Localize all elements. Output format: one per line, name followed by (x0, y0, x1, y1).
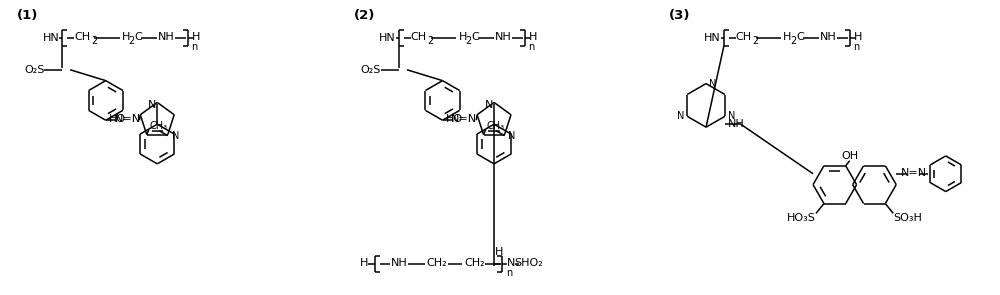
Text: SO₃H: SO₃H (893, 213, 922, 223)
Text: (3): (3) (668, 9, 690, 22)
Text: 2: 2 (753, 36, 759, 46)
Text: n: n (528, 42, 534, 52)
Text: N: N (709, 78, 716, 88)
Text: HO: HO (109, 114, 126, 124)
Text: H: H (783, 32, 792, 42)
Text: H: H (192, 32, 200, 42)
Text: CH: CH (411, 32, 427, 42)
Text: n: n (506, 268, 512, 278)
Text: 2: 2 (91, 36, 97, 46)
Text: NH: NH (158, 32, 175, 42)
Text: HO: HO (446, 114, 463, 124)
Text: H: H (495, 247, 503, 257)
Text: H: H (529, 32, 537, 42)
Text: H: H (122, 32, 130, 42)
Text: NH: NH (820, 32, 836, 42)
Text: N: N (172, 131, 179, 141)
Text: HN: HN (379, 33, 396, 43)
Text: N: N (485, 100, 493, 110)
Text: N: N (508, 131, 516, 141)
Text: HO₃S: HO₃S (787, 213, 816, 223)
Text: n: n (191, 42, 197, 52)
Text: N: N (507, 258, 515, 268)
Text: CH: CH (736, 32, 752, 42)
Text: NH: NH (391, 258, 407, 268)
Text: HN: HN (42, 33, 59, 43)
Text: O₂S: O₂S (361, 65, 381, 75)
Text: C: C (471, 32, 479, 42)
Text: NH: NH (728, 119, 745, 129)
Text: CH: CH (74, 32, 90, 42)
Text: H: H (360, 258, 368, 268)
Text: (2): (2) (353, 9, 375, 22)
Text: H: H (458, 32, 467, 42)
Text: n: n (853, 42, 859, 52)
Text: N=N: N=N (114, 114, 141, 124)
Text: SHO₂: SHO₂ (514, 258, 543, 268)
Text: CH₃: CH₃ (487, 121, 505, 131)
Text: C: C (134, 32, 142, 42)
Text: N: N (677, 111, 684, 121)
Text: (1): (1) (17, 9, 38, 22)
Text: OH: OH (841, 151, 858, 161)
Text: H: H (853, 32, 862, 42)
Text: HN: HN (704, 33, 721, 43)
Text: N: N (728, 111, 735, 121)
Text: 2: 2 (465, 36, 472, 46)
Text: O₂S: O₂S (24, 65, 44, 75)
Text: CH₂: CH₂ (464, 258, 485, 268)
Text: CH₂: CH₂ (426, 258, 447, 268)
Text: C: C (796, 32, 804, 42)
Text: CH₃: CH₃ (150, 121, 168, 131)
Text: 2: 2 (790, 36, 796, 46)
Text: 2: 2 (428, 36, 434, 46)
Text: N=N: N=N (901, 168, 927, 178)
Text: NH: NH (495, 32, 511, 42)
Text: N: N (148, 100, 156, 110)
Text: 2: 2 (129, 36, 135, 46)
Text: N=N: N=N (451, 114, 477, 124)
